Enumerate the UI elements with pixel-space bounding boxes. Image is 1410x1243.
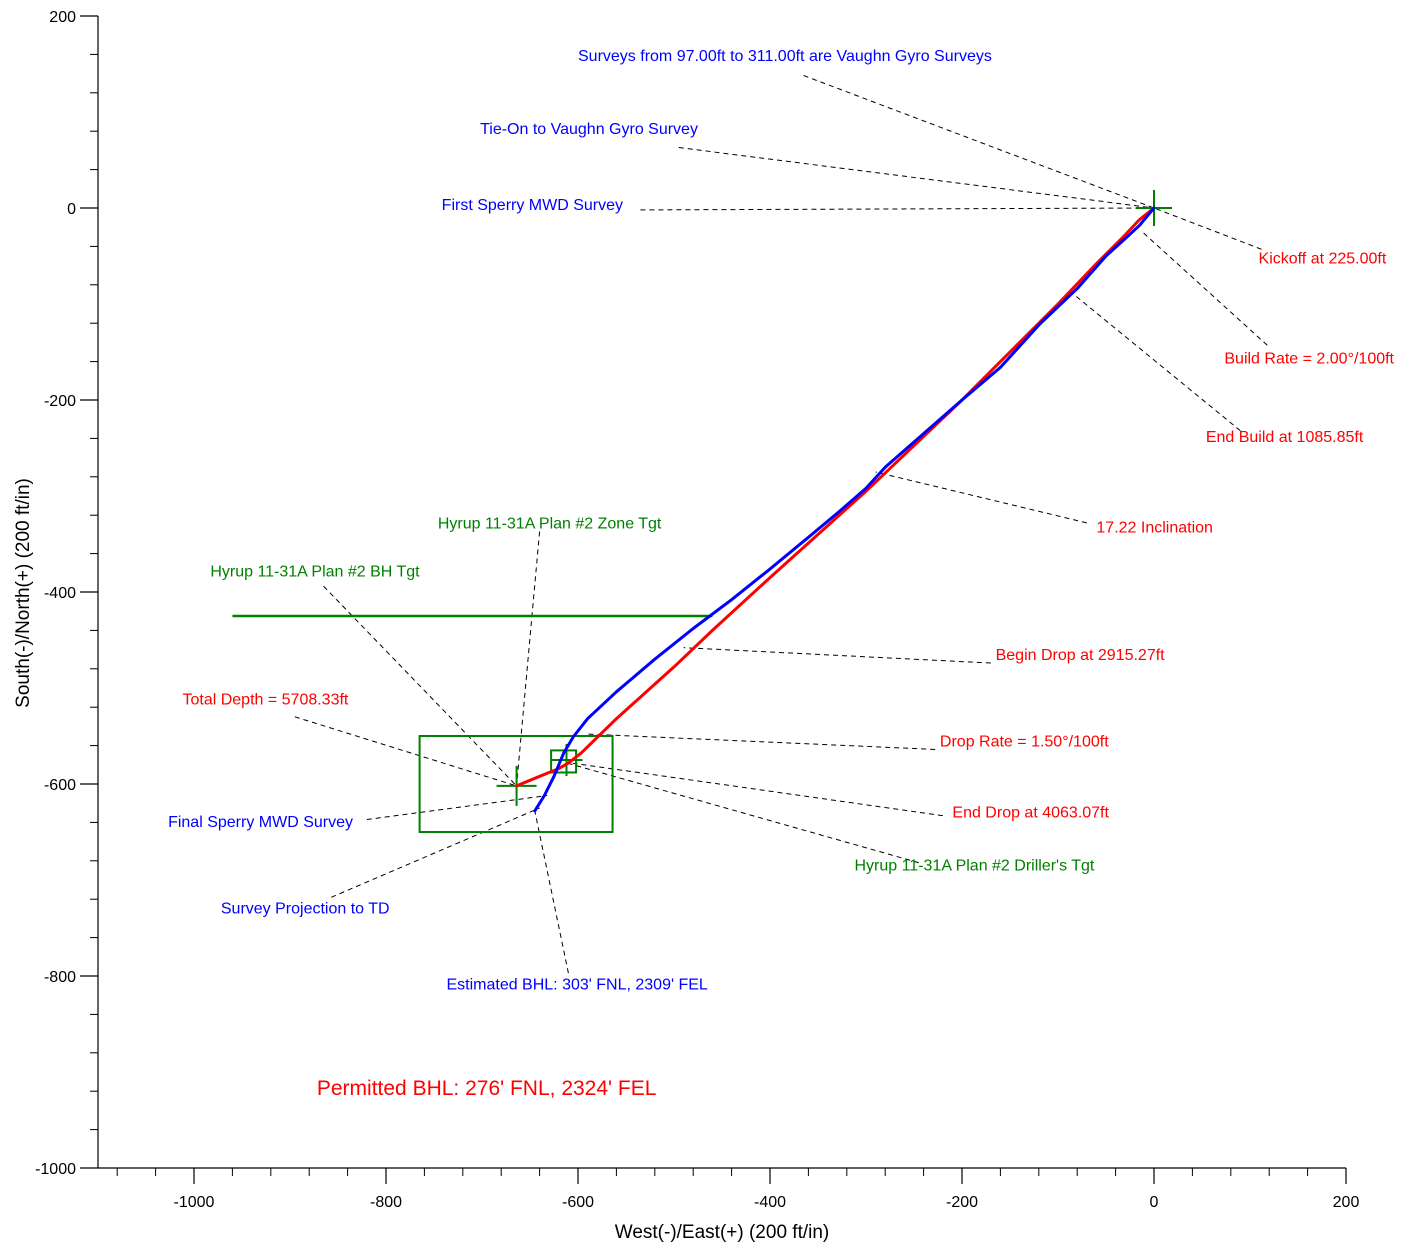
- kickoff-leader-line: [1153, 207, 1262, 250]
- estimated-bhl-leader-line: [534, 810, 569, 974]
- plan-wellpath-line: [515, 206, 1156, 788]
- final-sperry-leader-line: [366, 795, 548, 821]
- begin-drop-leader-line: [683, 647, 991, 664]
- survey-projection-leader-line: [331, 807, 540, 898]
- y-axis-title: South(-)/North(+) (200 ft/in): [13, 478, 34, 708]
- survey-projection-label: Survey Projection to TD: [221, 901, 390, 918]
- first-sperry-label: First Sperry MWD Survey: [442, 197, 623, 214]
- tie-on-label: Tie-On to Vaughn Gyro Survey: [480, 121, 698, 138]
- end-build-leader-line: [1071, 292, 1241, 432]
- zone-target-rect: [418, 735, 614, 833]
- drillers-tgt-label: Hyrup 11-31A Plan #2 Driller's Tgt: [854, 857, 1094, 874]
- total-depth-label: Total Depth = 5708.33ft: [182, 691, 348, 708]
- y-tick-label: -1000: [35, 1161, 76, 1178]
- zone-tgt-label: Hyrup 11-31A Plan #2 Zone Tgt: [438, 516, 662, 533]
- end-drop-label: End Drop at 4063.07ft: [952, 805, 1109, 822]
- end-build-label: End Build at 1085.85ft: [1206, 429, 1364, 446]
- labels-layer: Surveys from 97.00ft to 311.00ft are Vau…: [168, 48, 1394, 1100]
- drop-rate-label: Drop Rate = 1.50°/100ft: [940, 734, 1109, 751]
- bh-tgt-leader-line: [323, 585, 517, 787]
- zone-tgt-leader-line: [516, 531, 541, 786]
- actual-survey-line: [533, 206, 1156, 813]
- y-tick-label: 0: [67, 201, 76, 218]
- series-layer: [515, 206, 1156, 813]
- x-tick-label: 200: [1333, 1194, 1360, 1211]
- surveys-gyro-label: Surveys from 97.00ft to 311.00ft are Vau…: [578, 48, 992, 65]
- drop-rate-leader-line: [587, 733, 936, 750]
- build-rate-leader-line: [1142, 231, 1268, 346]
- bh-tgt-label: Hyrup 11-31A Plan #2 BH Tgt: [210, 564, 420, 581]
- x-tick-label: -600: [562, 1194, 594, 1211]
- x-axis-title: West(-)/East(+) (200 ft/in): [615, 1222, 830, 1243]
- y-tick-label: -200: [44, 393, 76, 410]
- leader-lines-layer: [294, 75, 1268, 974]
- x-tick-label: -1000: [174, 1194, 215, 1211]
- surveys-gyro-leader-line: [803, 75, 1155, 209]
- permitted-bhl-label: Permitted BHL: 276' FNL, 2324' FEL: [317, 1077, 657, 1100]
- y-tick-label: 200: [49, 9, 76, 26]
- x-tick-label: -800: [370, 1194, 402, 1211]
- y-tick-label: -400: [44, 585, 76, 602]
- inclination-label: 17.22 Inclination: [1096, 519, 1213, 536]
- end-drop-leader-line: [570, 762, 943, 817]
- y-tick-label: -800: [44, 969, 76, 986]
- x-tick-label: -200: [946, 1194, 978, 1211]
- build-rate-label: Build Rate = 2.00°/100ft: [1224, 351, 1394, 368]
- begin-drop-label: Begin Drop at 2915.27ft: [996, 647, 1166, 664]
- x-tick-label: 0: [1150, 1194, 1159, 1211]
- kickoff-label: Kickoff at 225.00ft: [1259, 251, 1387, 268]
- final-sperry-label: Final Sperry MWD Survey: [168, 814, 353, 831]
- y-tick-label: -600: [44, 777, 76, 794]
- x-tick-label: -400: [754, 1194, 786, 1211]
- estimated-bhl-label: Estimated BHL: 303' FNL, 2309' FEL: [446, 976, 707, 993]
- inclination-leader-line: [875, 471, 1087, 524]
- axes-layer: -1000 -800 -600 -400 -200 0 200 200 0 -200 -400 -60…: [35, 9, 1359, 1211]
- drillers-tgt-leader-line: [566, 762, 919, 864]
- tie-on-leader-line: [678, 147, 1155, 209]
- first-sperry-leader-line: [640, 207, 1155, 211]
- total-depth-leader-line: [294, 716, 517, 787]
